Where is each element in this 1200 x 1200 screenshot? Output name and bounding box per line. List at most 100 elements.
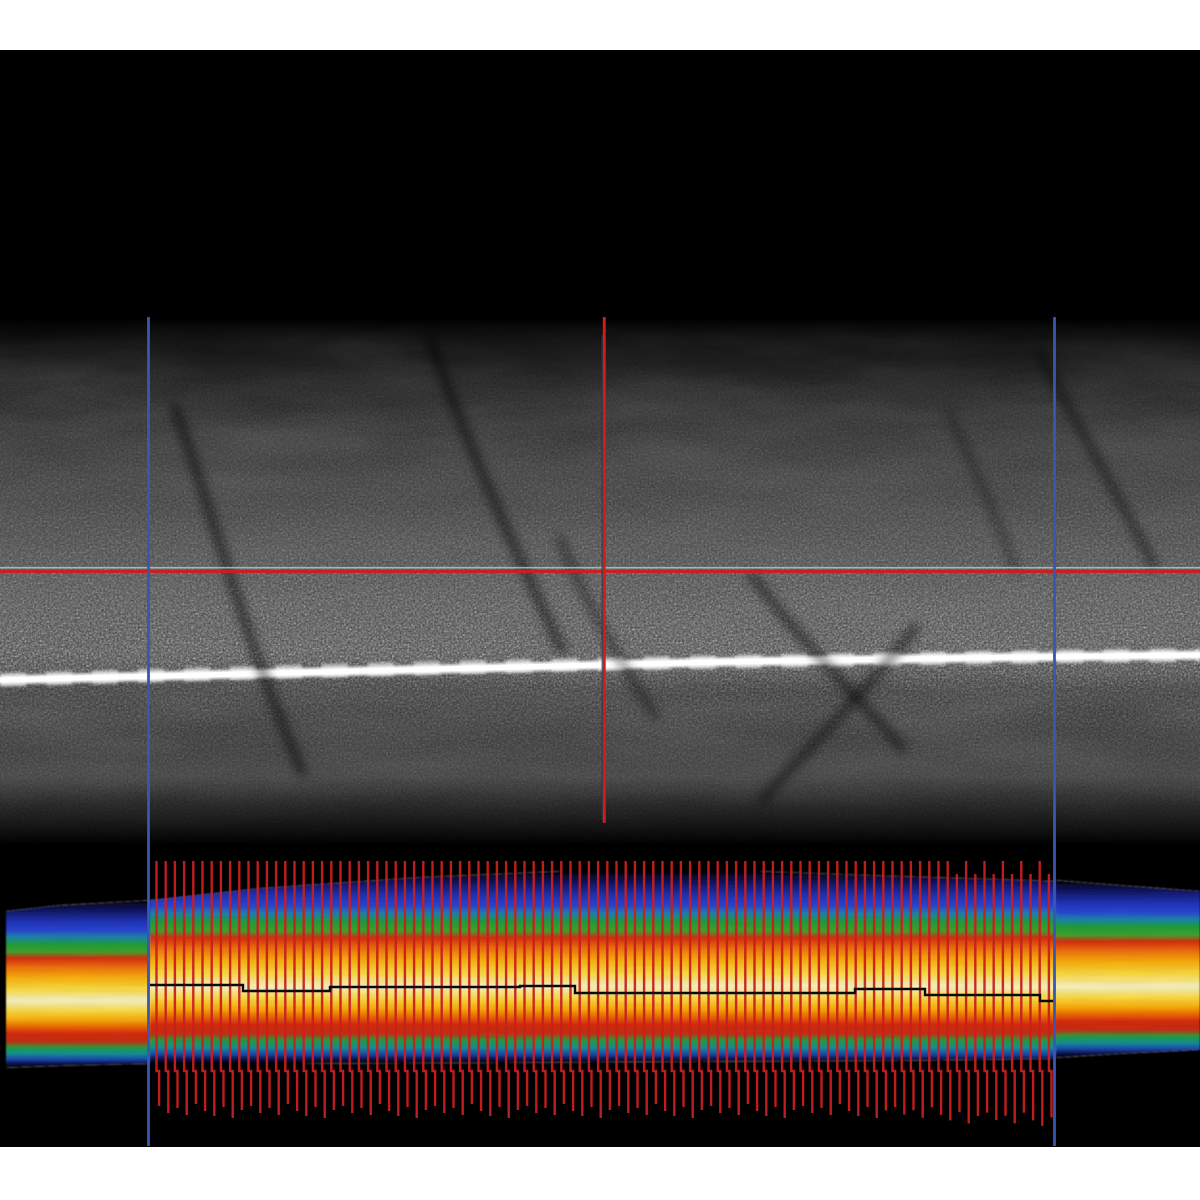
wrinkle-streak [170, 403, 307, 777]
comb-tooth [808, 861, 814, 1113]
ascan-comb-overlay [155, 861, 1053, 1126]
vertical-red-cursor[interactable] [602, 317, 606, 823]
range-cursor-lines[interactable] [147, 317, 1056, 1146]
comb-tooth [486, 861, 492, 1116]
comb-tooth [192, 861, 198, 1104]
comb-tooth [431, 861, 437, 1106]
comb-tooth [477, 861, 483, 1111]
crosshair-cursor[interactable] [0, 317, 1200, 823]
comb-tooth [348, 861, 354, 1113]
wrinkle-streak [757, 623, 920, 805]
comb-tooth [606, 861, 612, 1110]
comb-tooth [339, 861, 345, 1106]
comb-tooth [569, 861, 575, 1111]
spectrum-segment [6, 900, 150, 1068]
comb-tooth [182, 861, 188, 1115]
comb-tooth [753, 861, 759, 1111]
comb-tooth [523, 861, 529, 1106]
comb-tooth [587, 861, 593, 1107]
comb-tooth [210, 861, 216, 1116]
comb-tooth [1001, 861, 1007, 1116]
comb-tooth [661, 861, 667, 1111]
comb-tooth [937, 861, 943, 1115]
comb-tooth [946, 861, 952, 1121]
range-cursor-right[interactable] [1053, 317, 1056, 1146]
comb-tooth [403, 861, 409, 1107]
comb-tooth [845, 861, 851, 1111]
comb-tooth [974, 874, 980, 1117]
comb-tooth [744, 861, 750, 1104]
comb-tooth [790, 861, 796, 1110]
horizontal-cyan-cursor[interactable] [0, 566, 1200, 569]
comb-tooth [293, 861, 299, 1111]
comb-tooth [1029, 874, 1035, 1121]
comb-tooth [514, 861, 520, 1110]
comb-tooth [385, 861, 391, 1111]
comb-tooth [468, 861, 474, 1104]
comb-tooth [422, 861, 428, 1110]
comb-tooth [578, 861, 584, 1116]
comb-tooth [394, 861, 400, 1116]
comb-tooth [725, 861, 731, 1108]
wrinkle-streak [425, 333, 567, 655]
peak-trace-path [150, 983, 1054, 1003]
comb-tooth [882, 861, 888, 1111]
comb-tooth [440, 861, 446, 1113]
comb-tooth [541, 861, 547, 1108]
comb-tooth [311, 861, 317, 1107]
comb-tooth [219, 861, 225, 1107]
comb-tooth [265, 861, 271, 1108]
comb-tooth [560, 861, 566, 1104]
comb-tooth [201, 861, 207, 1111]
comb-tooth [320, 861, 326, 1118]
comb-tooth [302, 861, 308, 1116]
comb-tooth [330, 861, 336, 1110]
comb-tooth [964, 861, 970, 1124]
bright-interface-core [0, 652, 1200, 683]
comb-tooth [716, 861, 722, 1113]
comb-tooth [376, 861, 382, 1104]
bscan-image [0, 318, 1200, 845]
comb-tooth [642, 861, 648, 1115]
range-cursor-left[interactable] [147, 317, 150, 1146]
comb-tooth [983, 861, 989, 1113]
wrinkle-streak [747, 571, 907, 753]
spectrum-segment [1056, 880, 1200, 1058]
comb-tooth [652, 861, 658, 1104]
comb-tooth [707, 861, 713, 1106]
comb-tooth [1047, 874, 1053, 1118]
comb-tooth [284, 861, 290, 1104]
comb-tooth [164, 861, 170, 1113]
comb-tooth [826, 861, 832, 1115]
vertical-cursor-core [601, 335, 603, 820]
comb-tooth [596, 861, 602, 1118]
wrinkle-streak [945, 410, 1021, 577]
comb-tooth [357, 861, 363, 1108]
comb-tooth [274, 861, 280, 1115]
horizontal-red-cursor[interactable] [0, 569, 1200, 573]
comb-tooth [854, 861, 860, 1116]
comb-tooth [780, 861, 786, 1118]
comb-tooth [891, 861, 897, 1108]
comb-tooth [495, 861, 501, 1107]
comb-tooth [449, 861, 455, 1108]
comb-tooth [633, 861, 639, 1108]
comb-tooth [550, 861, 556, 1115]
comb-tooth [228, 861, 234, 1118]
comb-tooth [909, 861, 915, 1111]
comb-tooth [955, 874, 961, 1112]
comb-tooth [817, 861, 823, 1108]
comb-tooth [992, 874, 998, 1121]
comb-tooth [1010, 874, 1016, 1124]
comb-tooth [1020, 861, 1026, 1113]
comb-tooth [679, 861, 685, 1107]
comb-tooth [366, 861, 372, 1115]
comb-tooth [412, 861, 418, 1118]
comb-tooth [532, 861, 538, 1113]
comb-tooth [900, 861, 906, 1115]
comb-tooth [615, 861, 621, 1106]
comb-tooth [918, 861, 924, 1118]
